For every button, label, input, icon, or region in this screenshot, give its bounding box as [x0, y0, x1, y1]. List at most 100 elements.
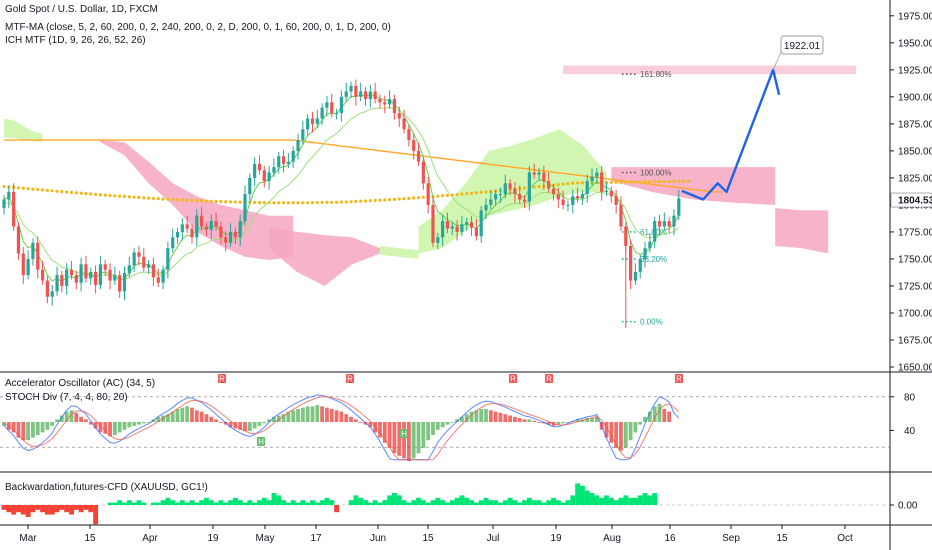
- bw-bar-positive: [498, 502, 503, 505]
- ma-dot: [228, 200, 233, 204]
- bw-bar-positive: [512, 500, 518, 505]
- ma-dot: [363, 199, 368, 203]
- ac-bar: [556, 422, 561, 425]
- ma-dot: [65, 190, 69, 194]
- ma-dot: [474, 191, 478, 195]
- bw-bar-positive: [411, 500, 417, 505]
- candle-body: [383, 102, 387, 105]
- ac-bar: [281, 414, 286, 422]
- price-candles[interactable]: [2, 79, 681, 329]
- ma-dot: [561, 182, 565, 186]
- ac-bar: [537, 422, 541, 423]
- candle-body: [127, 265, 131, 273]
- ac-bar: [594, 416, 599, 422]
- ac-bar: [325, 407, 329, 422]
- time-tick-label: 19: [550, 533, 562, 544]
- time-tick-label: Oct: [837, 533, 853, 544]
- stoch-legend[interactable]: STOCH Div (7, 4, 4, 80, 20): [5, 392, 128, 403]
- candle-body: [137, 252, 141, 257]
- bw-bar-positive: [522, 500, 528, 505]
- mtf-ma-legend[interactable]: MTF-MA (close, 5, 2, 60, 200, 0, 2, 240,…: [5, 22, 391, 33]
- candle-body: [344, 91, 348, 97]
- candle-body: [498, 194, 503, 196]
- price-tick-label: 1850.00: [898, 146, 932, 157]
- bw-bar-positive: [290, 500, 296, 505]
- ma-dot: [465, 192, 469, 196]
- bw-bar-positive: [112, 502, 118, 505]
- candle-body: [513, 188, 517, 195]
- bw-bar-positive: [570, 495, 576, 505]
- bw-bar-negative: [20, 505, 26, 515]
- ma-dot: [609, 180, 613, 184]
- backwardation-legend[interactable]: Backwardation,futures-CFD (XAUUSD, GC1!): [5, 482, 208, 493]
- ac-bar: [402, 422, 406, 459]
- target-callout-box: [780, 35, 824, 55]
- price-axis[interactable]: 1975.00 1950.00 1925.00 1900.00 1875.00 1850.…: [890, 11, 932, 374]
- ac-bar: [517, 418, 522, 422]
- candle-body: [580, 194, 584, 199]
- ma-dot: [368, 199, 372, 203]
- bw-bar-positive: [478, 500, 484, 505]
- bw-bar-positive: [237, 500, 243, 505]
- bw-bar-positive: [623, 495, 629, 505]
- bw-bar-negative: [30, 505, 36, 513]
- bw-bar-positive: [228, 500, 234, 505]
- ac-bar: [334, 410, 339, 422]
- oscillator-pane[interactable]: 80 40 R R R R R H H: [0, 374, 916, 461]
- candle-body: [166, 248, 170, 270]
- bw-bar-positive: [594, 495, 600, 505]
- ma-dot: [253, 200, 257, 205]
- ac-bar: [141, 422, 146, 424]
- candle-body: [363, 91, 368, 100]
- candle-body: [334, 113, 339, 115]
- ma-dot: [40, 188, 45, 192]
- candle-body: [657, 221, 662, 227]
- kijun-line: [3, 106, 680, 281]
- ac-bar: [74, 412, 79, 422]
- candle-body: [219, 226, 223, 238]
- backwardation-pane[interactable]: 0.00: [0, 483, 918, 525]
- time-tick-label: 17: [310, 533, 322, 544]
- ac-bar: [262, 422, 267, 424]
- ma-dot: [657, 179, 662, 184]
- time-tick-label: 15: [776, 533, 788, 544]
- ac-bar: [378, 422, 382, 438]
- candle-body: [185, 224, 189, 229]
- ma-dot: [224, 200, 228, 204]
- bw-bar-negative: [1, 505, 7, 510]
- ac-bar: [522, 419, 527, 422]
- ac-bar: [55, 419, 59, 422]
- ac-bar: [575, 419, 580, 422]
- ma-dot: [445, 193, 450, 197]
- candle-body: [566, 204, 570, 206]
- price-tick-label: 1900.00: [898, 92, 932, 103]
- ma-dot: [296, 201, 300, 205]
- bw-bar-positive: [126, 500, 132, 505]
- bw-bar-positive: [189, 500, 195, 505]
- ma-dot: [50, 189, 54, 193]
- time-axis[interactable]: Mar 15 Apr 19 May 17 Jun 15 Jul 19 Aug 16 Sep 15 Oct: [19, 525, 853, 544]
- bw-bar-positive: [305, 502, 311, 505]
- candle-body: [291, 150, 295, 162]
- candle-body: [103, 264, 107, 270]
- candle-body: [31, 242, 35, 259]
- bw-bar-positive: [170, 500, 176, 505]
- bw-bar-positive: [151, 502, 156, 505]
- bw-bar-positive: [584, 490, 590, 505]
- candle-body: [7, 191, 11, 200]
- bw-bar-positive: [406, 502, 412, 505]
- ac-bar: [170, 411, 175, 422]
- cloud-segment-pink: [269, 226, 380, 286]
- ma-dot: [412, 196, 416, 200]
- candle-body: [171, 237, 175, 249]
- candle-body: [653, 221, 657, 242]
- candle-body: [142, 256, 146, 268]
- bw-bar-positive: [353, 495, 359, 505]
- ac-bar: [647, 411, 652, 422]
- stoch-d-line: [3, 396, 680, 461]
- candle-body: [638, 258, 642, 272]
- ichimoku-legend[interactable]: ICH MTF (1D, 9, 26, 26, 52, 26): [5, 35, 146, 46]
- bw-bar-positive: [555, 500, 561, 505]
- ac-legend[interactable]: Accelerator Oscillator (AC) (34, 5): [5, 378, 155, 389]
